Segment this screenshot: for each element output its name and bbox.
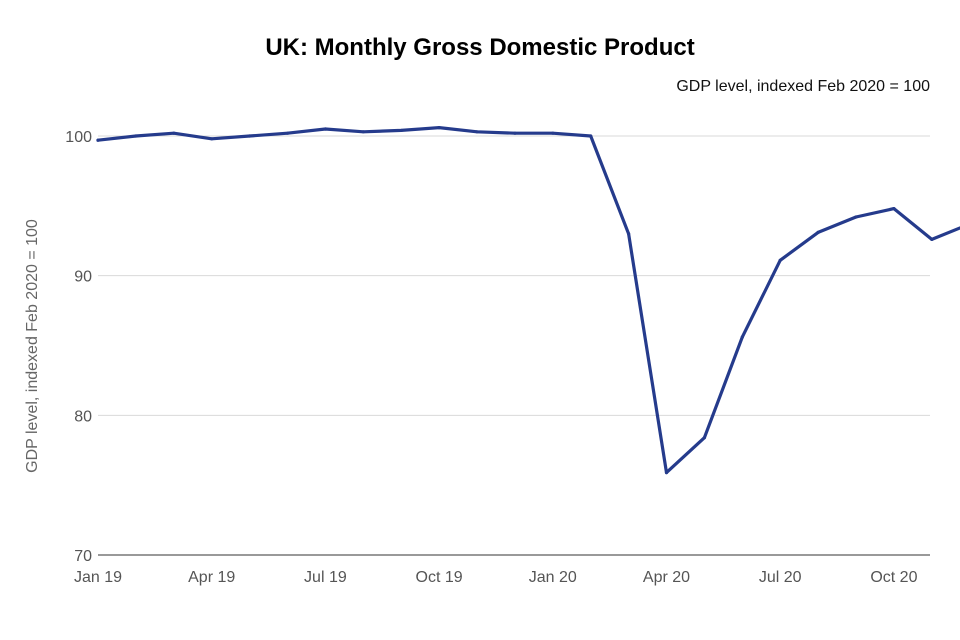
data-point [210, 137, 214, 141]
x-tick-label: Oct 19 [416, 569, 463, 586]
data-point [361, 130, 365, 134]
data-point [930, 237, 934, 241]
data-point [589, 134, 593, 138]
data-point [172, 131, 176, 135]
y-tick-label: 70 [74, 548, 92, 565]
y-tick-label: 80 [74, 408, 92, 425]
x-tick-label: Jul 20 [759, 569, 802, 586]
x-tick-label: Jul 19 [304, 569, 347, 586]
data-point [778, 258, 782, 262]
x-tick-label: Jan 19 [74, 569, 122, 586]
data-point [437, 126, 441, 130]
x-tick-label: Apr 19 [188, 569, 235, 586]
data-point [664, 470, 669, 475]
data-point [96, 138, 100, 142]
y-tick-label: 90 [74, 269, 92, 286]
data-point [816, 230, 820, 234]
data-point [475, 130, 479, 134]
data-point [323, 127, 327, 131]
x-tick-label: Oct 20 [870, 569, 917, 586]
data-point [134, 134, 138, 138]
data-point [854, 215, 858, 219]
chart-subtitle: GDP level, indexed Feb 2020 = 100 [676, 78, 930, 95]
data-point [702, 436, 707, 440]
data-point [740, 335, 744, 339]
x-tick-label: Jan 20 [529, 569, 577, 586]
y-tick-label: 100 [65, 129, 92, 146]
gdp-series-line [96, 125, 960, 475]
data-point [248, 134, 252, 138]
data-point [551, 131, 555, 135]
data-point [399, 128, 403, 133]
data-point [892, 207, 896, 211]
chart-title: UK: Monthly Gross Domestic Product [265, 34, 695, 61]
x-tick-label: Apr 20 [643, 569, 690, 586]
data-point [513, 131, 517, 135]
data-point [627, 232, 631, 236]
data-point [285, 131, 290, 135]
